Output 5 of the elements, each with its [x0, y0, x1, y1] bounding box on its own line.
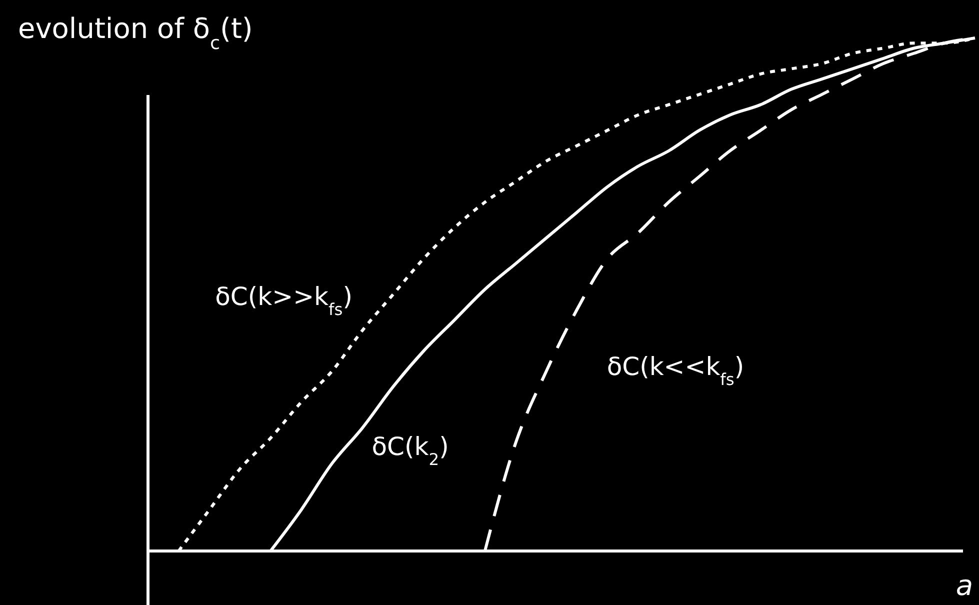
x-axis-title: a: [956, 569, 973, 602]
chart-title: evolution of δ$_{c}$(t): [18, 12, 253, 54]
series-label: δC(k>>k$_{fs}$): [215, 282, 352, 319]
series-label: δC(k<<k$_{fs}$): [606, 352, 744, 388]
series-label: δC(k$_{2}$): [372, 432, 449, 468]
